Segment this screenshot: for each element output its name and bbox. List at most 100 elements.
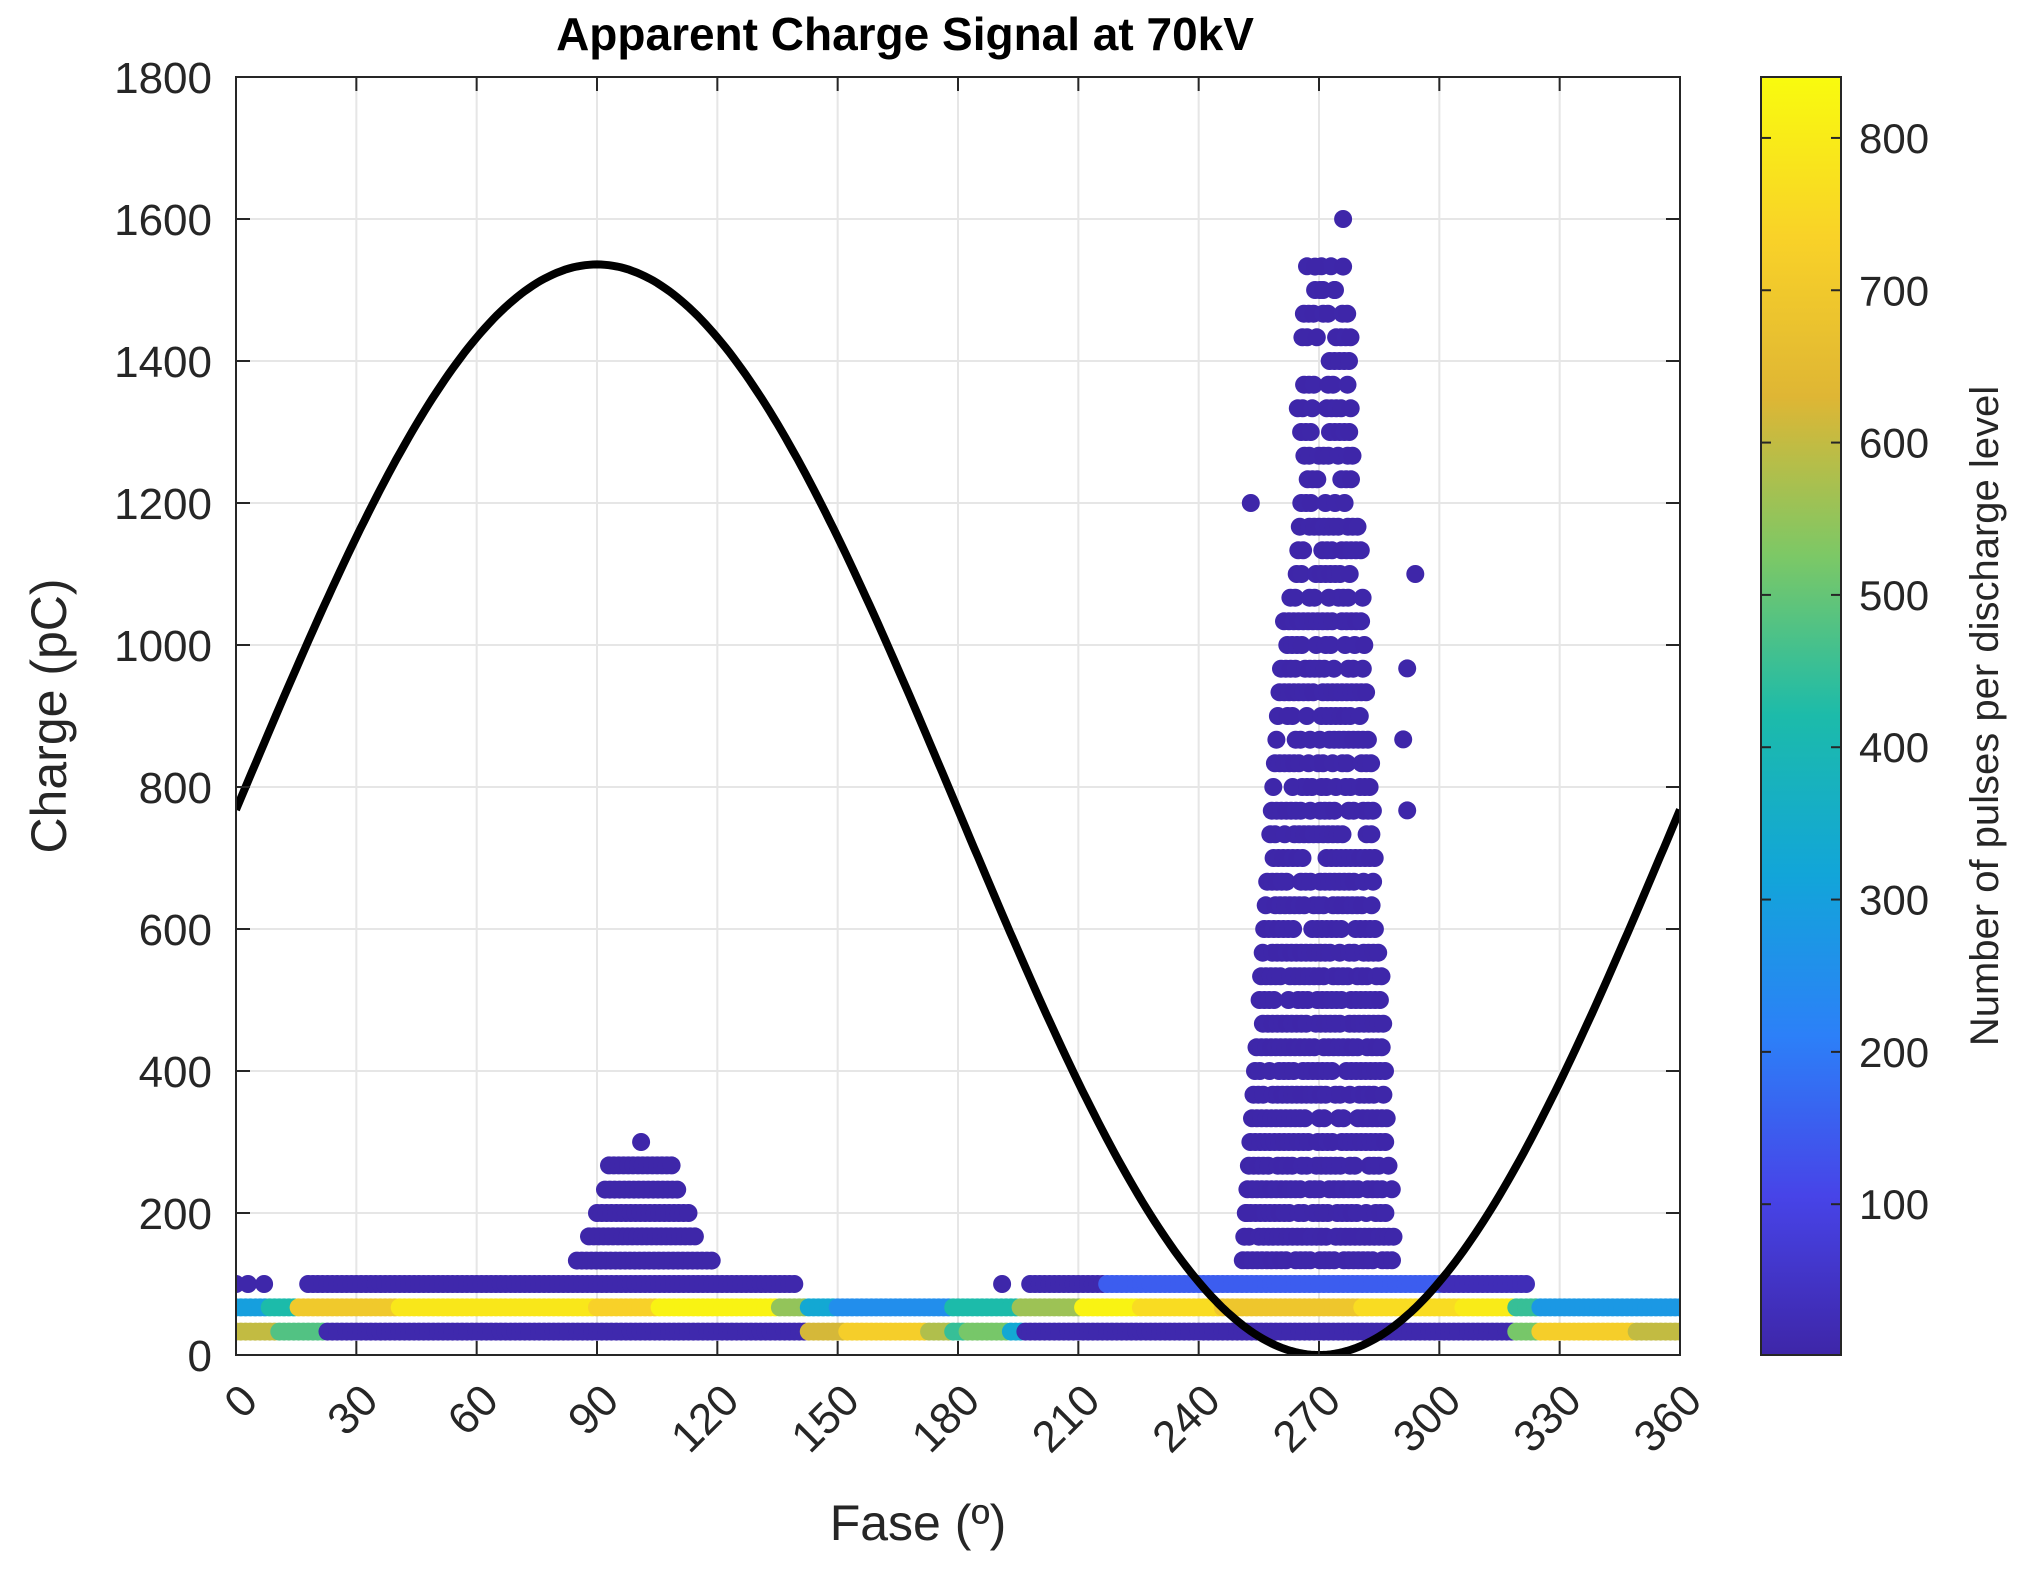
cluster-point-negative bbox=[1376, 1133, 1395, 1151]
y-tick-label: 1600 bbox=[114, 196, 212, 245]
y-tick-label: 600 bbox=[139, 906, 212, 955]
cluster-point-negative bbox=[1372, 967, 1391, 986]
cluster-point-negative bbox=[1376, 1204, 1395, 1222]
cluster-point-negative bbox=[1341, 328, 1360, 347]
cluster-point-negative bbox=[1352, 612, 1371, 631]
cluster-point-negative bbox=[1284, 920, 1303, 938]
cluster-point-negative bbox=[1334, 257, 1353, 276]
x-tick-label: 300 bbox=[1384, 1375, 1471, 1462]
cluster-point-negative bbox=[1382, 1180, 1401, 1199]
cluster-point-negative bbox=[1358, 730, 1377, 749]
cluster-point-negative bbox=[1335, 494, 1354, 512]
cluster-point-negative bbox=[1305, 588, 1324, 607]
cluster-point-negative bbox=[1315, 1109, 1334, 1128]
cluster-point-negative bbox=[1339, 588, 1358, 607]
x-tick-label: 60 bbox=[438, 1375, 507, 1444]
pulse-point-100pc bbox=[785, 1275, 804, 1293]
cluster-point-negative bbox=[1379, 1156, 1398, 1175]
cluster-point-positive bbox=[662, 1156, 681, 1175]
x-tick-label: 120 bbox=[662, 1375, 749, 1462]
y-tick-label: 1000 bbox=[114, 622, 212, 671]
cluster-point-negative bbox=[1333, 825, 1352, 844]
x-tick-label: 270 bbox=[1264, 1375, 1351, 1462]
cluster-point-positive bbox=[702, 1251, 721, 1270]
cluster-point-negative bbox=[1307, 328, 1326, 347]
cluster-point-negative bbox=[1362, 825, 1381, 844]
cluster-point-negative bbox=[1308, 470, 1327, 489]
cluster-point-negative bbox=[1323, 1062, 1341, 1080]
cluster-point-negative bbox=[1264, 778, 1283, 796]
x-tick-label: 240 bbox=[1143, 1375, 1230, 1462]
cluster-point-negative bbox=[1398, 659, 1417, 678]
cluster-point-negative bbox=[1306, 257, 1324, 276]
cluster-point-negative bbox=[1321, 636, 1340, 654]
cluster-point-negative bbox=[1340, 423, 1359, 441]
cluster-point-negative bbox=[1365, 920, 1384, 938]
cluster-point-negative bbox=[1351, 541, 1370, 560]
cluster-point-negative bbox=[1338, 754, 1357, 773]
cluster-point-negative bbox=[1343, 446, 1362, 465]
cluster-point-negative bbox=[1350, 707, 1369, 725]
y-tick-label: 1200 bbox=[114, 480, 212, 529]
cluster-point-negative bbox=[1353, 659, 1372, 678]
cluster-point-positive bbox=[685, 1227, 704, 1246]
y-tick-label: 800 bbox=[139, 764, 212, 813]
cluster-point-negative bbox=[1303, 399, 1322, 418]
cluster-point-negative bbox=[1301, 494, 1320, 512]
cluster-point-negative bbox=[1325, 801, 1344, 820]
cluster-point-negative bbox=[1334, 1109, 1353, 1128]
cluster-point-negative bbox=[1370, 991, 1389, 1009]
colorbar-tick-label: 800 bbox=[1859, 115, 1929, 162]
pulse-point-100pc bbox=[1517, 1275, 1535, 1293]
cluster-point-positive bbox=[679, 1204, 698, 1222]
cluster-point-negative bbox=[1362, 754, 1381, 773]
colorbar-tick-label: 400 bbox=[1859, 724, 1929, 771]
cluster-point-negative bbox=[1295, 1109, 1314, 1128]
chart-title: Apparent Charge Signal at 70kV bbox=[556, 8, 1254, 60]
y-tick-label: 200 bbox=[139, 1190, 212, 1239]
colorbar-tick-label: 600 bbox=[1859, 420, 1929, 467]
cluster-point-negative bbox=[1277, 872, 1296, 891]
cluster-point-negative bbox=[1345, 1156, 1364, 1175]
scatter-points bbox=[236, 210, 1680, 1341]
voltage-sine-curve bbox=[236, 260, 1680, 1355]
y-tick-label: 0 bbox=[188, 1332, 212, 1381]
cluster-point-negative bbox=[1297, 707, 1316, 725]
cluster-point-negative bbox=[1377, 1109, 1396, 1128]
x-tick-label: 150 bbox=[782, 1375, 869, 1462]
x-tick-label: 330 bbox=[1504, 1375, 1591, 1462]
cluster-point-negative bbox=[1398, 801, 1417, 820]
cluster-point-negative bbox=[1374, 1085, 1393, 1104]
x-tick-label: 90 bbox=[559, 1375, 628, 1444]
cluster-point-negative bbox=[1292, 565, 1311, 583]
colorbar-tick-label: 200 bbox=[1859, 1029, 1929, 1076]
cluster-point-negative bbox=[1357, 683, 1376, 702]
colorbar bbox=[1760, 76, 1842, 1356]
cluster-point-negative bbox=[1294, 541, 1313, 560]
cluster-point-negative bbox=[1237, 1204, 1256, 1222]
y-tick-label: 1800 bbox=[114, 54, 212, 103]
cluster-point-negative bbox=[1353, 588, 1372, 607]
x-tick-label: 180 bbox=[903, 1375, 990, 1462]
colorbar-label: Number of pulses per discharge level bbox=[1963, 386, 2007, 1046]
colorbar-tick-label: 500 bbox=[1859, 572, 1929, 619]
cluster-point-negative bbox=[1394, 730, 1413, 749]
cluster-point-negative bbox=[1338, 375, 1357, 394]
cluster-point-negative bbox=[1293, 849, 1312, 867]
cluster-point-negative bbox=[1267, 730, 1286, 749]
cluster-point-negative bbox=[1324, 659, 1343, 678]
cluster-point-negative bbox=[1355, 636, 1374, 654]
cluster-point-negative bbox=[1292, 636, 1311, 654]
pulse-point-100pc bbox=[239, 1275, 257, 1293]
cluster-point-negative bbox=[1384, 1227, 1403, 1246]
pulse-point-100pc bbox=[993, 1275, 1012, 1293]
cluster-point-negative bbox=[1283, 707, 1302, 725]
colorbar-ticks: 100 200 300 400 500 600 700 800 bbox=[1761, 115, 1929, 1228]
x-tick-label: 30 bbox=[318, 1375, 387, 1444]
cluster-point-negative bbox=[1324, 375, 1342, 394]
x-axis-label: Fase (º) bbox=[830, 1495, 1007, 1551]
cluster-point-negative bbox=[1362, 896, 1381, 915]
cluster-point-positive bbox=[632, 1133, 651, 1151]
